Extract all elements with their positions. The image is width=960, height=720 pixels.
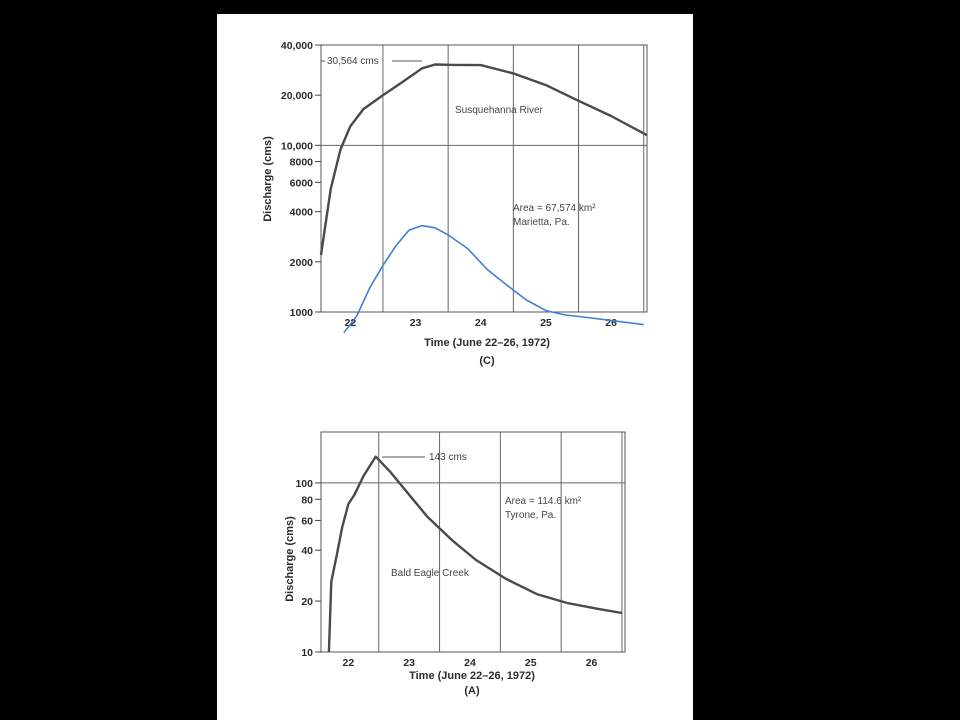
panel-a-y-tick-label: 20 [301,596,313,608]
panel-c-x-axis-title: Time (June 22–26, 1972) [424,337,550,349]
panel-c-series-line-0 [319,63,648,256]
panel-a-y-tick-label: 40 [301,545,313,557]
panel-c-susquehanna: 40,000 20,000 10,000 8000 6000 4000 2000 1000 2… [262,40,648,367]
panel-a-x-axis-title: Time (June 22–26, 1972) [409,670,535,682]
panel-a-y-tick-label: 80 [301,494,313,506]
panel-a-area-annotation: Area = 114.6 km² [505,496,582,507]
panel-c-y-tick-label: 2000 [290,257,314,269]
panel-c-y-tick-label: 1000 [290,307,314,319]
panel-c-x-tick-label: 26 [605,317,617,329]
panel-a-curves [327,455,623,653]
panel-a-frame [320,431,626,653]
panel-a-y-axis-title: Discharge (cms) [284,516,296,602]
panel-c-series-label: Susquehanna River [455,105,544,116]
panel-a-y-tick-label: 60 [301,515,313,527]
panel-a-y-tick-label: 10 [301,647,313,659]
panel-c-y-tick-label: 4000 [290,207,314,219]
panel-c-peak-annotation: 30,564 cms [327,56,379,67]
panel-a-series-label: Bald Eagle Creek [391,568,470,579]
panel-a-x-tick-label: 26 [586,657,598,669]
panel-c-y-tick-label: 40,000 [281,40,313,52]
panel-a-bald-eagle: 100 80 60 40 20 10 22 23 24 25 26 Discharge (cms)… [284,431,626,697]
panel-c-x-tick-label: 25 [540,317,552,329]
panel-a-series-line-0 [327,455,623,653]
panel-c-series-line-1 [343,224,644,334]
panel-c-y-tick-label: 10,000 [281,140,313,152]
panel-c-x-tick-label: 23 [410,317,422,329]
panel-a-y-axis-ticks: 100 80 60 40 20 10 [295,478,321,659]
panel-a-peak-annotation: 143 cms [429,452,467,463]
panel-c-gridlines [321,45,647,312]
panel-c-x-tick-label: 24 [475,317,487,329]
panel-c-label: (C) [479,355,495,367]
panel-c-y-tick-label: 8000 [290,156,314,168]
panel-a-x-tick-label: 25 [525,657,537,669]
panel-a-label: (A) [464,685,480,697]
panel-c-location-annotation: Marietta, Pa. [513,217,570,228]
panel-a-x-axis-ticks: 22 23 24 25 26 [343,657,598,669]
panel-c-y-tick-label: 6000 [290,177,314,189]
panel-c-y-axis-title: Discharge (cms) [262,136,274,222]
panel-a-gridlines [321,432,625,652]
hydrograph-figure: 40,000 20,000 10,000 8000 6000 4000 2000 1000 2… [262,40,648,697]
panel-a-y-tick-label: 100 [295,478,313,490]
figure-sheet: 40,000 20,000 10,000 8000 6000 4000 2000 1000 2… [217,14,693,720]
panel-a-location-annotation: Tyrone, Pa. [505,510,556,521]
panel-c-y-tick-label: 20,000 [281,90,313,102]
panel-a-x-tick-label: 23 [403,657,415,669]
panel-c-x-axis-ticks: 22 23 24 25 26 [344,317,617,329]
panel-a-x-tick-label: 22 [343,657,355,669]
panel-c-frame [320,44,648,313]
panel-c-y-axis-ticks: 40,000 20,000 10,000 8000 6000 4000 2000 1000 [281,40,321,319]
panel-c-curves [319,63,648,334]
panel-a-x-tick-label: 24 [464,657,476,669]
panel-c-area-annotation: Area = 67,574 km² [513,203,596,214]
